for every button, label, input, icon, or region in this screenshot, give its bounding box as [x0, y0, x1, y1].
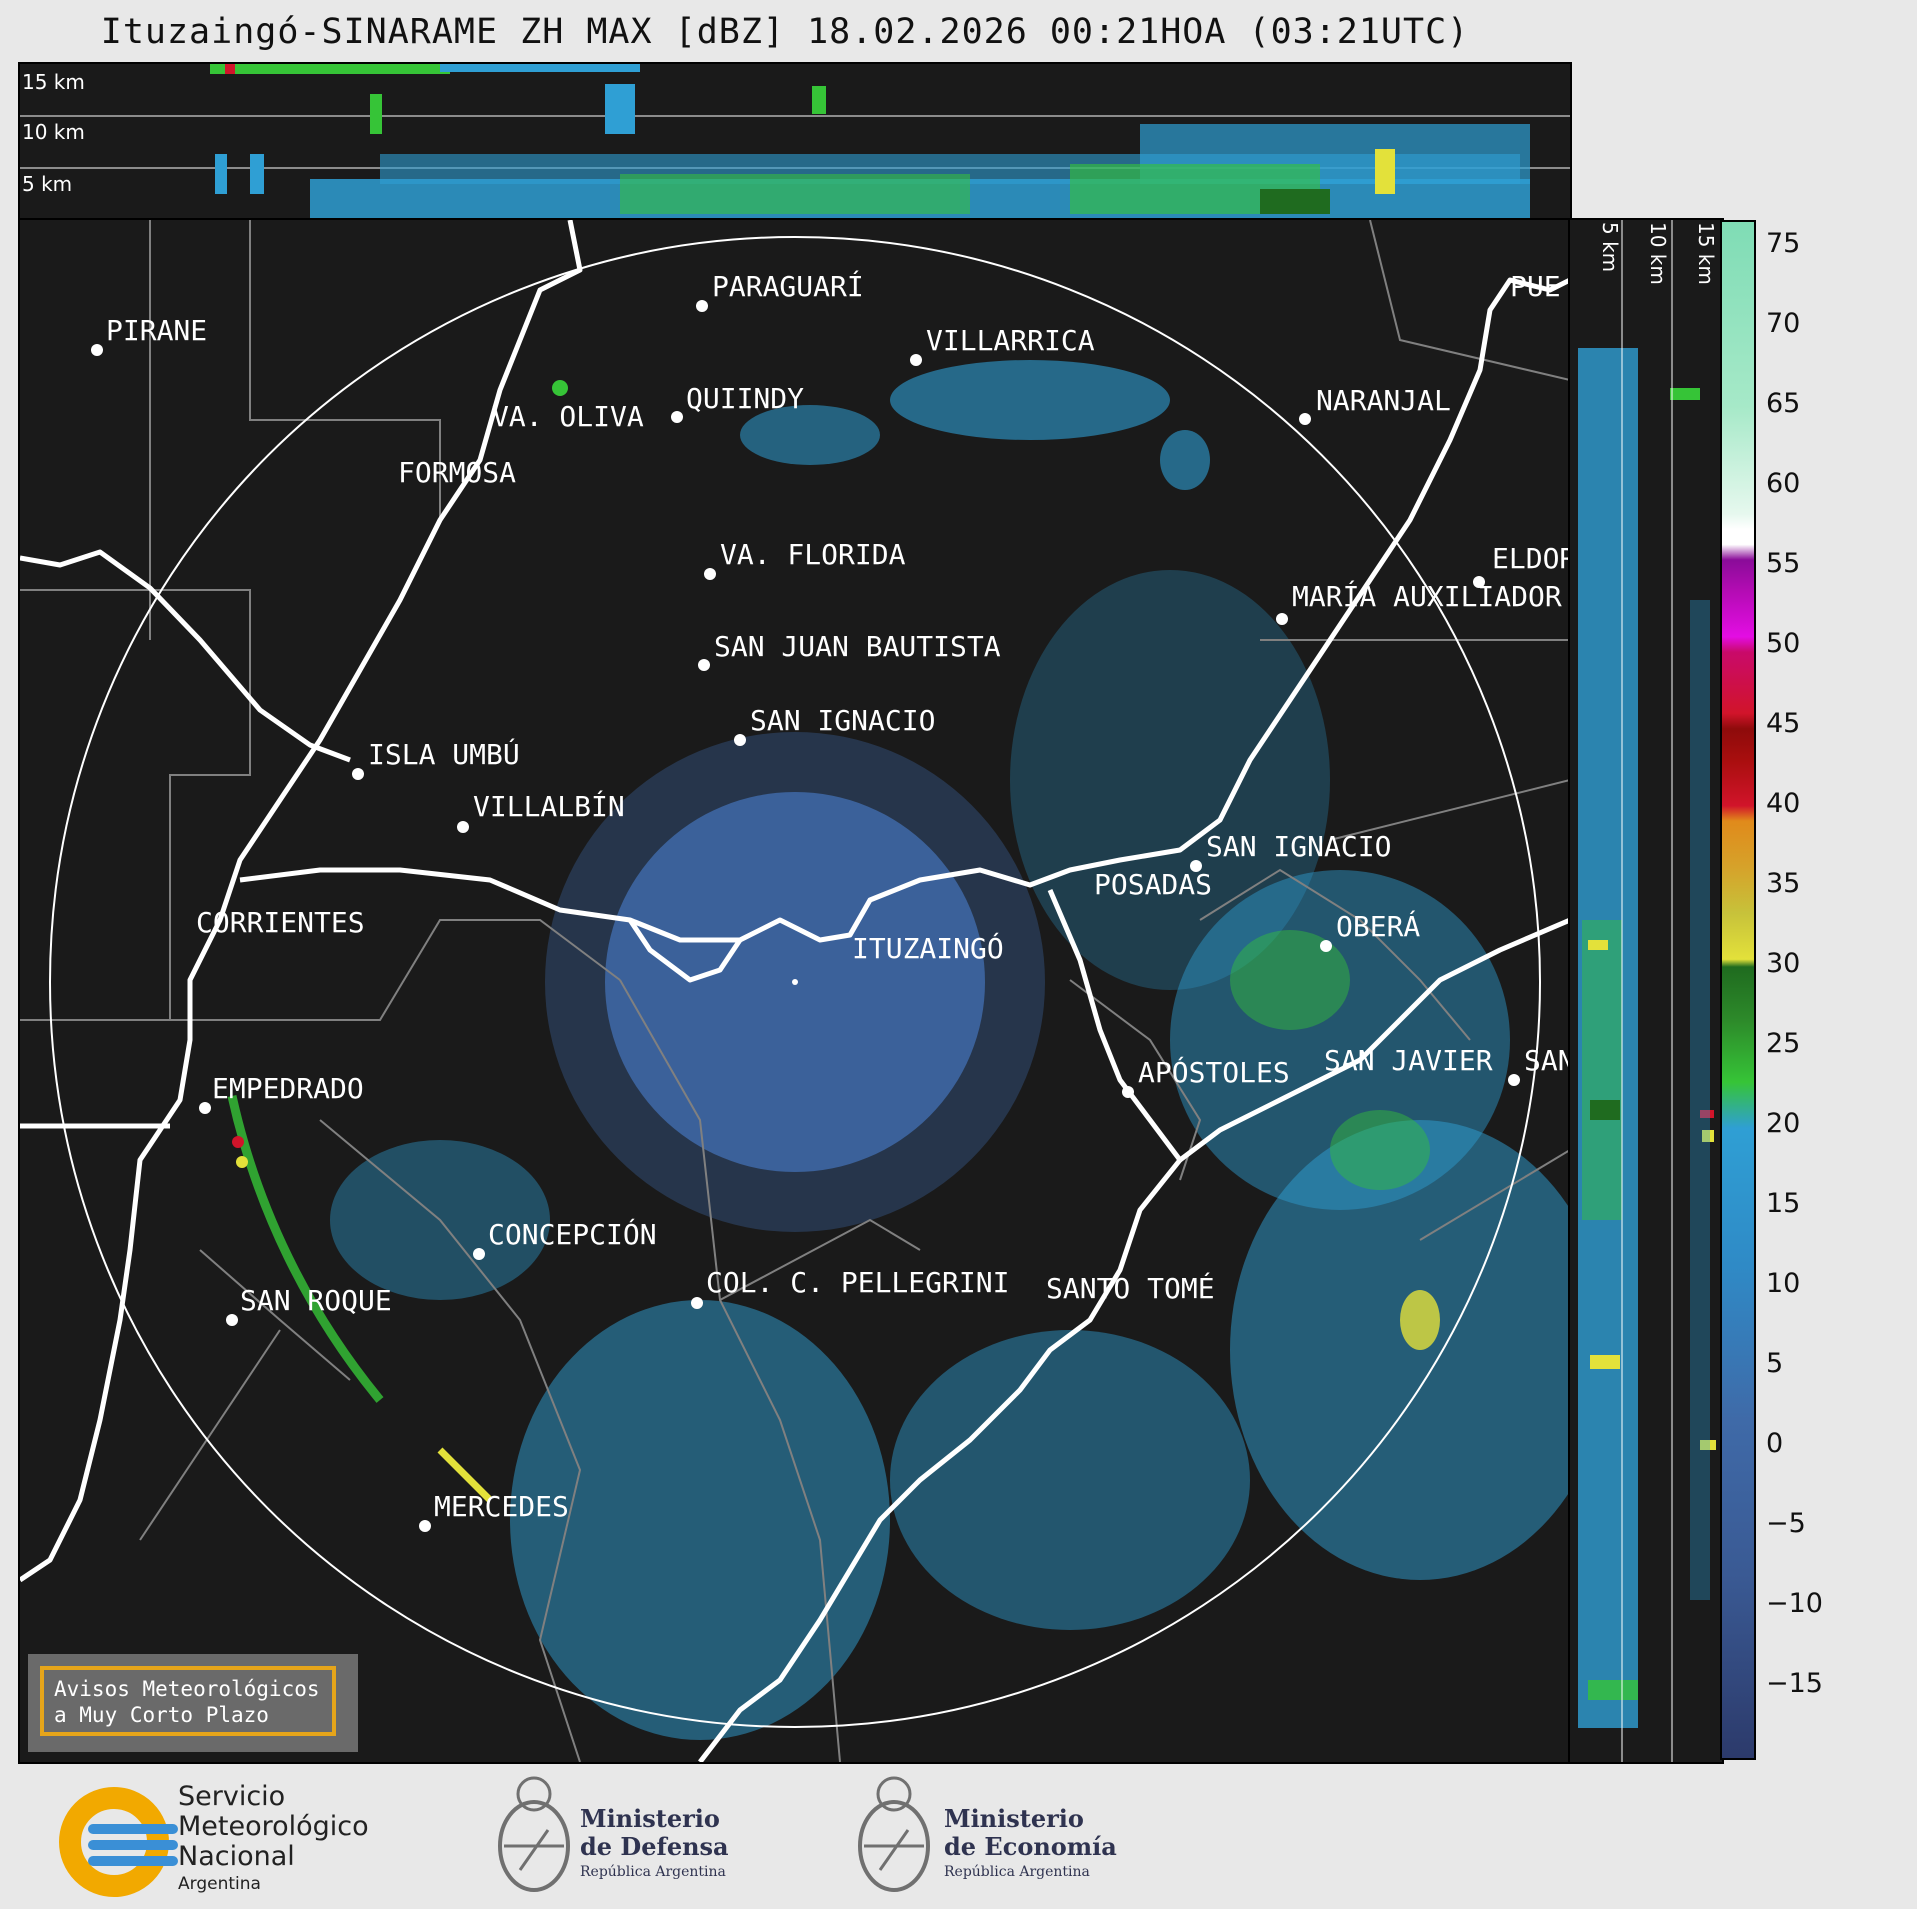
- defensa-logo-block: Ministerio de Defensa República Argentin…: [494, 1760, 774, 1900]
- notice-box-border: Avisos Meteorológicos a Muy Corto Plazo: [40, 1666, 336, 1736]
- colorbar-tick-10: 10: [1766, 1268, 1801, 1299]
- colorbar-tick-0: 0: [1766, 1428, 1784, 1459]
- colorbar-tick-5: 5: [1766, 1348, 1784, 1379]
- smn-logo-icon: [59, 1787, 178, 1897]
- radar-map-panel: PARAGUARÍ VILLARRICA PIRANE QUIINDY VA. …: [18, 218, 1572, 1764]
- city-label-eldor: ELDOR: [1492, 542, 1572, 575]
- colorbar-tick-30: 30: [1766, 948, 1801, 979]
- defensa-seal-icon: [498, 1776, 570, 1892]
- notice-line-2: a Muy Corto Plazo: [54, 1703, 269, 1727]
- city-label-isla-umbu: ISLA UMBÚ: [368, 738, 520, 771]
- top-label-15km: 15 km: [22, 70, 85, 94]
- map-title: Ituzaingó-SINARAME ZH MAX [dBZ] 18.02.20…: [100, 12, 1470, 52]
- city-label-san-ignacio-py: SAN IGNACIO: [750, 704, 936, 737]
- defensa-line-3: República Argentina: [580, 1864, 726, 1880]
- city-label-maria-auxiliador: MARÍA AUXILIADOR: [1292, 580, 1562, 613]
- city-label-va-oliva: VA. OLIVA: [492, 400, 644, 433]
- city-label-san: SAN: [1524, 1044, 1572, 1077]
- city-label-mercedes: MERCEDES: [434, 1490, 569, 1523]
- admin-borders: [20, 220, 1570, 1762]
- radar-echoes: [227, 360, 1570, 1740]
- defensa-line-1: Ministerio: [580, 1804, 720, 1833]
- city-label-villalbin: VILLALBÍN: [473, 790, 625, 823]
- side-height-svg: [1570, 220, 1722, 1762]
- colorbar: [1720, 220, 1756, 1760]
- colorbar-tick-minus10: −10: [1766, 1588, 1823, 1619]
- city-label-concepcion: CONCEPCIÓN: [488, 1218, 657, 1251]
- radar-site-label: ITUZAINGÓ: [852, 932, 1004, 965]
- colorbar-tick-60: 60: [1766, 468, 1801, 499]
- notice-box: Avisos Meteorológicos a Muy Corto Plazo: [28, 1654, 358, 1752]
- range-ring: [49, 236, 1541, 1728]
- smn-name-line-3: Nacional: [178, 1841, 295, 1872]
- city-label-formosa: FORMOSA: [398, 456, 517, 489]
- side-label-5km: 5 km: [1598, 222, 1622, 273]
- city-label-pirane: PIRANE: [106, 314, 208, 347]
- smn-logo-block: Servicio Meteorológico Nacional Argentin…: [58, 1760, 398, 1900]
- colorbar-tick-45: 45: [1766, 708, 1801, 739]
- colorbar-tick-20: 20: [1766, 1108, 1801, 1139]
- top-height-svg: [20, 64, 1570, 220]
- city-label-apostoles: APÓSTOLES: [1138, 1056, 1290, 1089]
- city-label-san-juan-bautista: SAN JUAN BAUTISTA: [714, 630, 1001, 663]
- city-label-san-roque: SAN ROQUE: [240, 1284, 392, 1317]
- colorbar-tick-70: 70: [1766, 308, 1801, 339]
- colorbar-tick-15: 15: [1766, 1188, 1801, 1219]
- city-label-corrientes: CORRIENTES: [196, 906, 365, 939]
- colorbar-tick-25: 25: [1766, 1028, 1801, 1059]
- notice-line-1: Avisos Meteorológicos: [54, 1677, 320, 1701]
- radar-map-svg: [20, 220, 1570, 1762]
- defensa-line-2: de Defensa: [580, 1832, 729, 1861]
- city-label-quiindy: QUIINDY: [686, 382, 805, 415]
- colorbar-tick-40: 40: [1766, 788, 1801, 819]
- economia-line-2: de Economía: [944, 1832, 1117, 1861]
- smn-name-line-4: Argentina: [178, 1874, 261, 1894]
- city-label-naranjal: NARANJAL: [1316, 384, 1451, 417]
- side-echo-band: [1578, 348, 1716, 1728]
- colorbar-tick-minus5: −5: [1766, 1508, 1806, 1539]
- top-label-5km: 5 km: [22, 172, 73, 196]
- city-label-empedrado: EMPEDRADO: [212, 1072, 364, 1105]
- colorbar-tick-75: 75: [1766, 228, 1801, 259]
- city-label-obera: OBERÁ: [1336, 910, 1421, 943]
- side-label-10km: 10 km: [1646, 222, 1670, 285]
- city-label-san-ignacio-ar: SAN IGNACIO: [1206, 830, 1392, 863]
- economia-line-3: República Argentina: [944, 1864, 1090, 1880]
- city-label-paraguari: PARAGUARÍ: [712, 270, 864, 303]
- colorbar-tick-minus15: −15: [1766, 1668, 1823, 1699]
- city-label-col-c-pellegrini: COL. C. PELLEGRINI: [706, 1266, 1010, 1299]
- colorbar-tick-55: 55: [1766, 548, 1801, 579]
- city-label-posadas: POSADAS: [1094, 868, 1213, 901]
- top-label-10km: 10 km: [22, 120, 85, 144]
- side-label-15km: 15 km: [1694, 222, 1718, 285]
- colorbar-tick-65: 65: [1766, 388, 1801, 419]
- top-height-panel: 15 km 10 km 5 km: [18, 62, 1572, 222]
- economia-seal-icon: [858, 1776, 930, 1892]
- city-label-santo-tome: SANTO TOMÉ: [1046, 1272, 1215, 1305]
- city-markers: [91, 300, 1520, 1532]
- side-height-panel: 5 km 10 km 15 km: [1568, 218, 1724, 1764]
- country-borders: [20, 220, 1570, 1762]
- city-label-va-florida: VA. FLORIDA: [720, 538, 906, 571]
- city-label-san-javier: SAN JAVIER: [1324, 1044, 1493, 1077]
- colorbar-tick-50: 50: [1766, 628, 1801, 659]
- city-label-villarrica: VILLARRICA: [926, 324, 1095, 357]
- economia-logo-block: Ministerio de Economía República Argenti…: [854, 1760, 1154, 1900]
- top-echo-band: [210, 64, 1530, 219]
- colorbar-tick-35: 35: [1766, 868, 1801, 899]
- economia-line-1: Ministerio: [944, 1804, 1084, 1833]
- city-label-pue: PUE: [1510, 270, 1561, 303]
- smn-name-line-2: Meteorológico: [178, 1811, 369, 1842]
- smn-name-line-1: Servicio: [178, 1781, 286, 1812]
